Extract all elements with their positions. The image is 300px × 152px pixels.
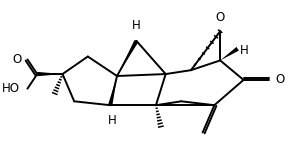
Polygon shape xyxy=(108,76,117,106)
Text: H: H xyxy=(132,19,141,32)
Text: O: O xyxy=(216,11,225,24)
Text: O: O xyxy=(12,53,22,66)
Polygon shape xyxy=(117,40,138,76)
Text: O: O xyxy=(276,73,285,86)
Text: H: H xyxy=(240,44,248,57)
Polygon shape xyxy=(220,47,239,60)
Polygon shape xyxy=(37,72,62,76)
Text: H: H xyxy=(108,114,116,127)
Text: HO: HO xyxy=(2,82,20,95)
